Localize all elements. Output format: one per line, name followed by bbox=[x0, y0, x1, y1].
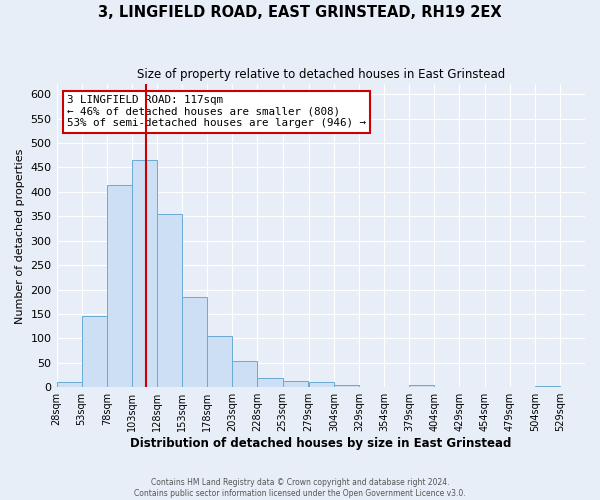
Bar bbox=[334, 385, 359, 387]
Bar bbox=[56, 382, 82, 387]
Bar bbox=[82, 316, 107, 387]
Bar bbox=[157, 214, 182, 387]
Bar bbox=[283, 381, 308, 387]
Text: 3 LINGFIELD ROAD: 117sqm
← 46% of detached houses are smaller (808)
53% of semi-: 3 LINGFIELD ROAD: 117sqm ← 46% of detach… bbox=[67, 95, 366, 128]
Text: Contains HM Land Registry data © Crown copyright and database right 2024.
Contai: Contains HM Land Registry data © Crown c… bbox=[134, 478, 466, 498]
Bar bbox=[107, 184, 132, 387]
Text: 3, LINGFIELD ROAD, EAST GRINSTEAD, RH19 2EX: 3, LINGFIELD ROAD, EAST GRINSTEAD, RH19 … bbox=[98, 5, 502, 20]
Bar bbox=[132, 160, 157, 387]
Title: Size of property relative to detached houses in East Grinstead: Size of property relative to detached ho… bbox=[137, 68, 505, 80]
Bar bbox=[182, 297, 207, 387]
Bar bbox=[309, 382, 334, 387]
Bar bbox=[257, 378, 283, 387]
Bar bbox=[207, 336, 232, 387]
Y-axis label: Number of detached properties: Number of detached properties bbox=[15, 148, 25, 324]
Bar bbox=[535, 386, 560, 387]
X-axis label: Distribution of detached houses by size in East Grinstead: Distribution of detached houses by size … bbox=[130, 437, 511, 450]
Bar bbox=[232, 362, 257, 387]
Bar bbox=[409, 385, 434, 387]
